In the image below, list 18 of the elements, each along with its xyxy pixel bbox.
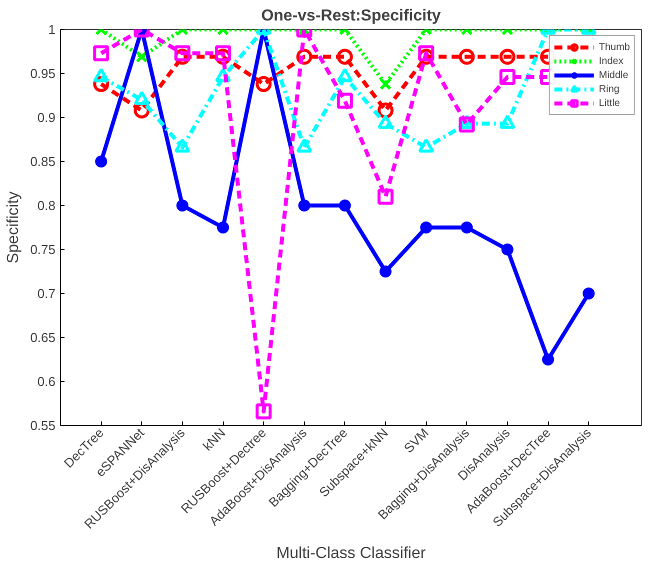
y-tick-label: 0.75 <box>30 242 56 257</box>
chart-title: One-vs-Rest:Specificity <box>261 8 441 24</box>
y-tick-label: 0.6 <box>37 374 56 389</box>
y-tick-label: 0.9 <box>37 110 56 125</box>
y-tick-label: 0.55 <box>30 418 56 433</box>
y-tick-label: 0.95 <box>30 66 56 81</box>
legend-label: Little <box>598 97 620 109</box>
x-axis-title: Multi-Class Classifier <box>276 544 426 562</box>
legend-label: Thumb <box>598 41 630 53</box>
y-tick-label: 0.7 <box>37 286 56 301</box>
y-tick-label: 0.65 <box>30 330 56 345</box>
legend-label: Ring <box>598 83 620 95</box>
y-tick-label: 0.8 <box>37 198 56 213</box>
y-axis-title: Specificity <box>5 191 22 264</box>
y-tick-label: 0.85 <box>30 154 56 169</box>
y-tick-label: 1 <box>48 22 56 37</box>
legend-label: Index <box>598 55 624 67</box>
legend-label: Middle <box>598 69 628 81</box>
